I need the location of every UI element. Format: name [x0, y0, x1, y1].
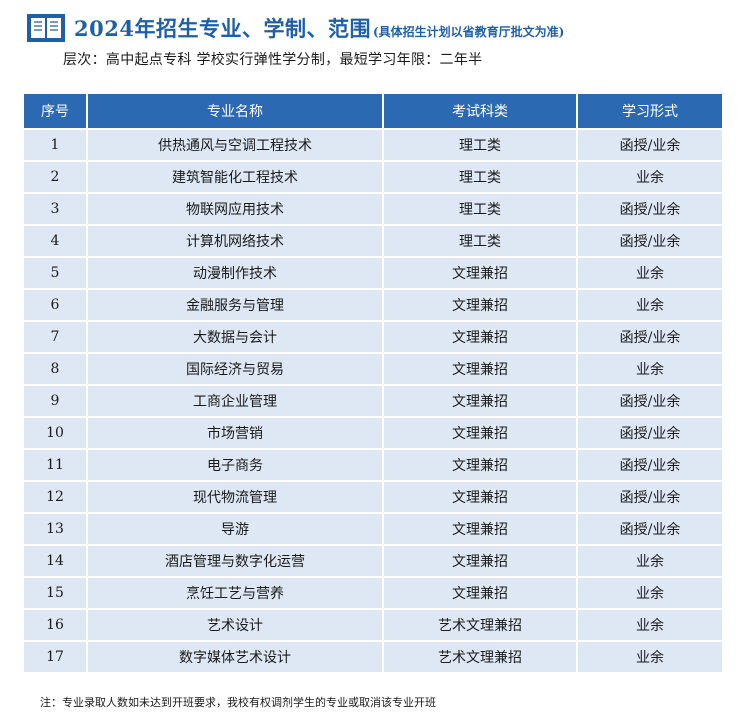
- cell-study-form: 业余: [578, 578, 722, 608]
- cell-index: 1: [24, 130, 86, 160]
- cell-study-form: 函授/业余: [578, 130, 722, 160]
- table-row: 7 大数据与会计 文理兼招 函授/业余: [24, 322, 722, 352]
- cell-study-form: 业余: [578, 642, 722, 672]
- table-row: 11 电子商务 文理兼招 函授/业余: [24, 450, 722, 480]
- cell-study-form: 函授/业余: [578, 386, 722, 416]
- subtitle: 层次：高中起点专科 学校实行弹性学分制，最短学习年限：二年半: [63, 52, 483, 68]
- cell-index: 2: [24, 162, 86, 192]
- cell-major-name: 工商企业管理: [88, 386, 382, 416]
- cell-exam-type: 理工类: [384, 162, 576, 192]
- table-row: 8 国际经济与贸易 文理兼招 业余: [24, 354, 722, 384]
- cell-index: 14: [24, 546, 86, 576]
- cell-major-name: 烹饪工艺与营养: [88, 578, 382, 608]
- cell-exam-type: 文理兼招: [384, 322, 576, 352]
- cell-exam-type: 文理兼招: [384, 354, 576, 384]
- cell-major-name: 大数据与会计: [88, 322, 382, 352]
- cell-major-name: 数字媒体艺术设计: [88, 642, 382, 672]
- cell-study-form: 函授/业余: [578, 450, 722, 480]
- cell-major-name: 市场营销: [88, 418, 382, 448]
- cell-study-form: 业余: [578, 610, 722, 640]
- cell-index: 13: [24, 514, 86, 544]
- cell-major-name: 酒店管理与数字化运营: [88, 546, 382, 576]
- table-row: 12 现代物流管理 文理兼招 函授/业余: [24, 482, 722, 512]
- cell-study-form: 函授/业余: [578, 482, 722, 512]
- cell-index: 11: [24, 450, 86, 480]
- cell-index: 9: [24, 386, 86, 416]
- cell-index: 16: [24, 610, 86, 640]
- col-header-exam-type: 考试科类: [384, 94, 576, 128]
- cell-major-name: 艺术设计: [88, 610, 382, 640]
- table-row: 16 艺术设计 艺术文理兼招 业余: [24, 610, 722, 640]
- col-header-study-form: 学习形式: [578, 94, 722, 128]
- table-row: 15 烹饪工艺与营养 文理兼招 业余: [24, 578, 722, 608]
- cell-study-form: 函授/业余: [578, 514, 722, 544]
- cell-index: 5: [24, 258, 86, 288]
- cell-exam-type: 理工类: [384, 194, 576, 224]
- cell-exam-type: 文理兼招: [384, 546, 576, 576]
- cell-index: 8: [24, 354, 86, 384]
- cell-major-name: 建筑智能化工程技术: [88, 162, 382, 192]
- cell-exam-type: 文理兼招: [384, 258, 576, 288]
- cell-major-name: 电子商务: [88, 450, 382, 480]
- footnote: 注：专业录取人数如未达到开班要求，我校有权调剂学生的专业或取消该专业开班: [40, 696, 436, 709]
- table-row: 9 工商企业管理 文理兼招 函授/业余: [24, 386, 722, 416]
- cell-major-name: 金融服务与管理: [88, 290, 382, 320]
- table-row: 17 数字媒体艺术设计 艺术文理兼招 业余: [24, 642, 722, 672]
- table-row: 6 金融服务与管理 文理兼招 业余: [24, 290, 722, 320]
- cell-major-name: 国际经济与贸易: [88, 354, 382, 384]
- cell-study-form: 业余: [578, 258, 722, 288]
- page-title: 2024年招生专业、学制、范围: [74, 16, 371, 41]
- cell-major-name: 物联网应用技术: [88, 194, 382, 224]
- cell-exam-type: 文理兼招: [384, 290, 576, 320]
- col-header-index: 序号: [24, 94, 86, 128]
- cell-index: 15: [24, 578, 86, 608]
- cell-major-name: 动漫制作技术: [88, 258, 382, 288]
- cell-study-form: 业余: [578, 290, 722, 320]
- cell-study-form: 函授/业余: [578, 226, 722, 256]
- cell-exam-type: 文理兼招: [384, 386, 576, 416]
- cell-index: 3: [24, 194, 86, 224]
- table-row: 1 供热通风与空调工程技术 理工类 函授/业余: [24, 130, 722, 160]
- cell-index: 6: [24, 290, 86, 320]
- table-row: 5 动漫制作技术 文理兼招 业余: [24, 258, 722, 288]
- cell-study-form: 业余: [578, 354, 722, 384]
- title-row: 2024年招生专业、学制、范围 (具体招生计划以省教育厅批文为准): [26, 10, 564, 46]
- table-row: 4 计算机网络技术 理工类 函授/业余: [24, 226, 722, 256]
- cell-study-form: 函授/业余: [578, 322, 722, 352]
- open-book-icon: [27, 14, 65, 42]
- cell-exam-type: 文理兼招: [384, 578, 576, 608]
- cell-exam-type: 理工类: [384, 130, 576, 160]
- table-row: 2 建筑智能化工程技术 理工类 业余: [24, 162, 722, 192]
- col-header-major: 专业名称: [88, 94, 382, 128]
- table-row: 13 导游 文理兼招 函授/业余: [24, 514, 722, 544]
- cell-major-name: 供热通风与空调工程技术: [88, 130, 382, 160]
- cell-major-name: 计算机网络技术: [88, 226, 382, 256]
- majors-table: 序号 专业名称 考试科类 学习形式 1 供热通风与空调工程技术 理工类 函授/业余 2 建…: [22, 92, 724, 674]
- cell-major-name: 导游: [88, 514, 382, 544]
- cell-exam-type: 文理兼招: [384, 450, 576, 480]
- cell-study-form: 业余: [578, 546, 722, 576]
- cell-index: 10: [24, 418, 86, 448]
- cell-exam-type: 文理兼招: [384, 482, 576, 512]
- cell-index: 12: [24, 482, 86, 512]
- table-body: 1 供热通风与空调工程技术 理工类 函授/业余 2 建筑智能化工程技术 理工类 业余 3 物联网应…: [24, 130, 722, 672]
- cell-study-form: 函授/业余: [578, 418, 722, 448]
- cell-exam-type: 文理兼招: [384, 514, 576, 544]
- cell-exam-type: 艺术文理兼招: [384, 642, 576, 672]
- title-note: (具体招生计划以省教育厅批文为准): [372, 24, 565, 39]
- cell-index: 4: [24, 226, 86, 256]
- cell-exam-type: 艺术文理兼招: [384, 610, 576, 640]
- cell-study-form: 函授/业余: [578, 194, 722, 224]
- cell-index: 7: [24, 322, 86, 352]
- cell-study-form: 业余: [578, 162, 722, 192]
- table-row: 14 酒店管理与数字化运营 文理兼招 业余: [24, 546, 722, 576]
- table-header-row: 序号 专业名称 考试科类 学习形式: [24, 94, 722, 128]
- cell-exam-type: 文理兼招: [384, 418, 576, 448]
- cell-exam-type: 理工类: [384, 226, 576, 256]
- cell-index: 17: [24, 642, 86, 672]
- table-row: 3 物联网应用技术 理工类 函授/业余: [24, 194, 722, 224]
- cell-major-name: 现代物流管理: [88, 482, 382, 512]
- table-row: 10 市场营销 文理兼招 函授/业余: [24, 418, 722, 448]
